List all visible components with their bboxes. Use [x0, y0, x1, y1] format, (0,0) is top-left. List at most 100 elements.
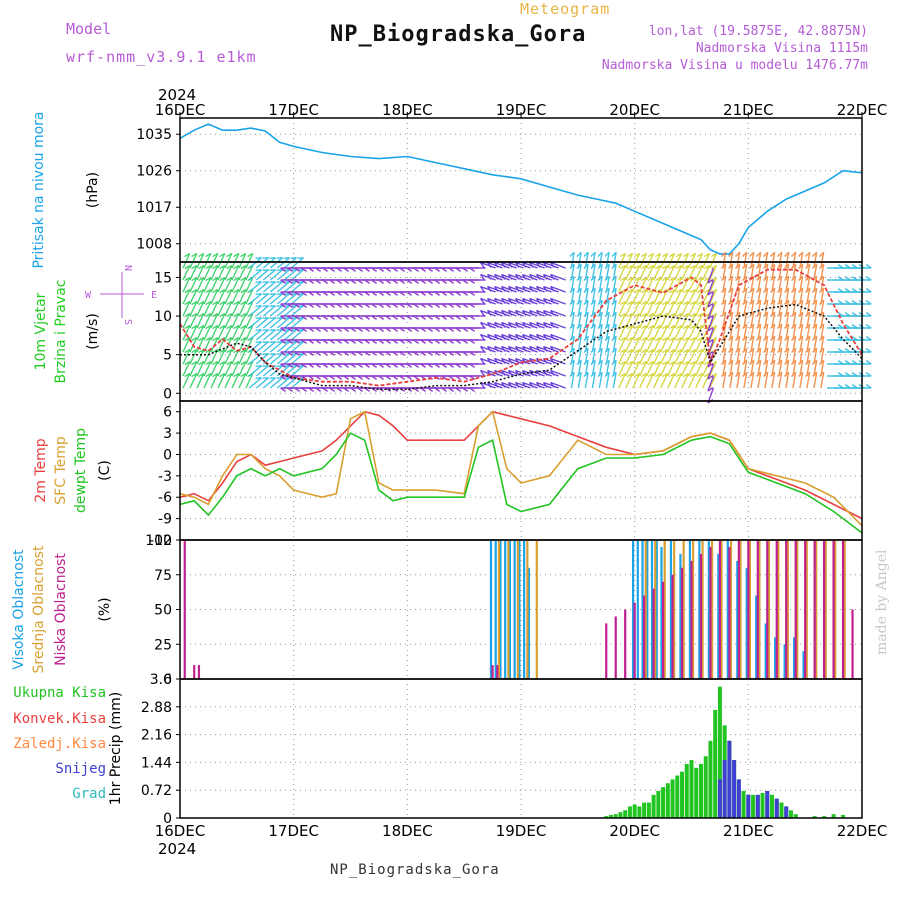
wind-barb-tick	[675, 252, 682, 258]
wind-barb	[231, 349, 240, 365]
wind-barb-tick	[448, 387, 455, 392]
wind-barb	[189, 301, 198, 317]
wind-barb-tick	[811, 347, 818, 354]
wind-barb-tick	[441, 375, 448, 380]
wind-barb-tick	[205, 360, 212, 366]
wind-barb-tick	[357, 291, 364, 296]
wind-barb	[813, 360, 818, 377]
wind-barb-tick	[385, 387, 392, 392]
wind-barb-tick	[413, 315, 420, 320]
wind-barb	[494, 297, 510, 305]
wind-barb-tick	[682, 264, 689, 270]
wind-barb	[820, 264, 825, 281]
data-bar	[654, 540, 657, 679]
wind-barb-tick	[469, 375, 476, 380]
wind-barb-tick	[804, 335, 811, 342]
data-bar	[688, 540, 691, 679]
wind-barb	[550, 345, 566, 353]
wind-barb-tick	[783, 323, 790, 330]
wind-barb-tick	[865, 372, 872, 377]
wind-barb-tick	[262, 281, 269, 283]
wind-barb-tick	[276, 377, 283, 379]
wind-barb-tick	[654, 252, 661, 258]
y-tick-label: 3.6	[150, 672, 172, 688]
wind-barb	[248, 329, 263, 341]
data-bar	[824, 540, 827, 679]
wind-barb-tick	[399, 267, 406, 272]
wind-barb	[515, 285, 531, 293]
wind-barb-tick	[420, 363, 427, 368]
wind-barb-tick	[329, 315, 336, 320]
wind-barb	[785, 252, 790, 269]
wind-barb-tick	[727, 275, 734, 282]
wind-barb-tick	[434, 303, 441, 308]
wind-barb	[771, 360, 776, 377]
time-tick-label-bottom: 16DEC	[155, 822, 206, 840]
wind-barb-tick	[720, 251, 727, 258]
wind-barb-tick	[262, 377, 269, 379]
wind-barb-tick	[549, 322, 555, 328]
wind-barb	[245, 337, 254, 353]
wind-barb-tick	[604, 359, 610, 366]
wind-barb-tick	[441, 327, 448, 332]
data-bar	[614, 616, 617, 679]
wind-barb-tick	[647, 252, 654, 258]
wind-barb	[591, 252, 596, 269]
wind-barb-tick	[549, 358, 555, 364]
wind-barb-tick	[486, 286, 492, 292]
wind-barb-tick	[322, 279, 329, 284]
pressure-ylabels: Pritisak na nivou mora (hPa)	[31, 111, 101, 268]
wind-barb-tick	[294, 351, 301, 356]
wind-barb-tick	[493, 274, 499, 280]
data-bar	[804, 540, 807, 679]
wind-barb	[591, 288, 596, 305]
wind-barb-tick	[597, 347, 603, 354]
wind-barb-tick	[406, 279, 413, 284]
wind-barb	[269, 293, 284, 305]
data-bar	[698, 540, 701, 679]
data-bar	[508, 540, 512, 679]
wind-barb-tick	[640, 372, 647, 378]
wind-barb-tick	[654, 276, 661, 282]
wind-barb-tick	[469, 363, 476, 368]
wind-barb-segment	[248, 257, 305, 389]
wind-barb	[269, 317, 284, 329]
wind-barb-tick	[462, 303, 469, 308]
wind-barb	[255, 257, 270, 269]
wind-barb-tick	[797, 323, 804, 330]
series-label: Visoka Oblacnost	[11, 549, 27, 670]
wind-barb-tick	[769, 263, 776, 270]
wind-barb	[612, 276, 617, 293]
cloud-ylabels: Visoka Oblacnost Srednja Oblacnost Niska O…	[11, 545, 113, 673]
wind-barb	[695, 373, 704, 389]
wind-barb-tick	[212, 300, 219, 306]
wind-barb	[820, 288, 825, 305]
wind-barb-tick	[633, 300, 640, 306]
wind-barb-tick	[479, 298, 485, 304]
wind-barb-tick	[769, 275, 776, 282]
wind-barb-tick	[818, 335, 825, 342]
wind-barb	[688, 289, 697, 305]
wind-barb-tick	[212, 312, 219, 318]
wind-barb-tick	[308, 339, 315, 344]
wind-barb-tick	[448, 351, 455, 356]
wind-barb-tick	[308, 279, 315, 284]
wind-barb-tick	[727, 287, 734, 294]
wind-barb	[667, 373, 676, 389]
wind-barb	[625, 253, 634, 269]
wind-barb	[653, 277, 662, 293]
data-bar	[726, 540, 729, 679]
data-bar	[796, 540, 799, 679]
wind-barb	[487, 309, 503, 317]
wind-barb	[487, 381, 503, 389]
y-tick-label: 1.44	[141, 755, 172, 771]
data-bar	[669, 540, 673, 679]
wind-barb	[245, 289, 254, 305]
wind-barb	[543, 345, 559, 353]
wind-barb-tick	[535, 370, 541, 376]
station-elevation: Nadmorska Visina 1115m	[695, 41, 868, 56]
wind-barb-tick	[583, 299, 589, 306]
wind-barb-tick	[329, 387, 336, 392]
wind-barb-tick	[262, 257, 269, 259]
